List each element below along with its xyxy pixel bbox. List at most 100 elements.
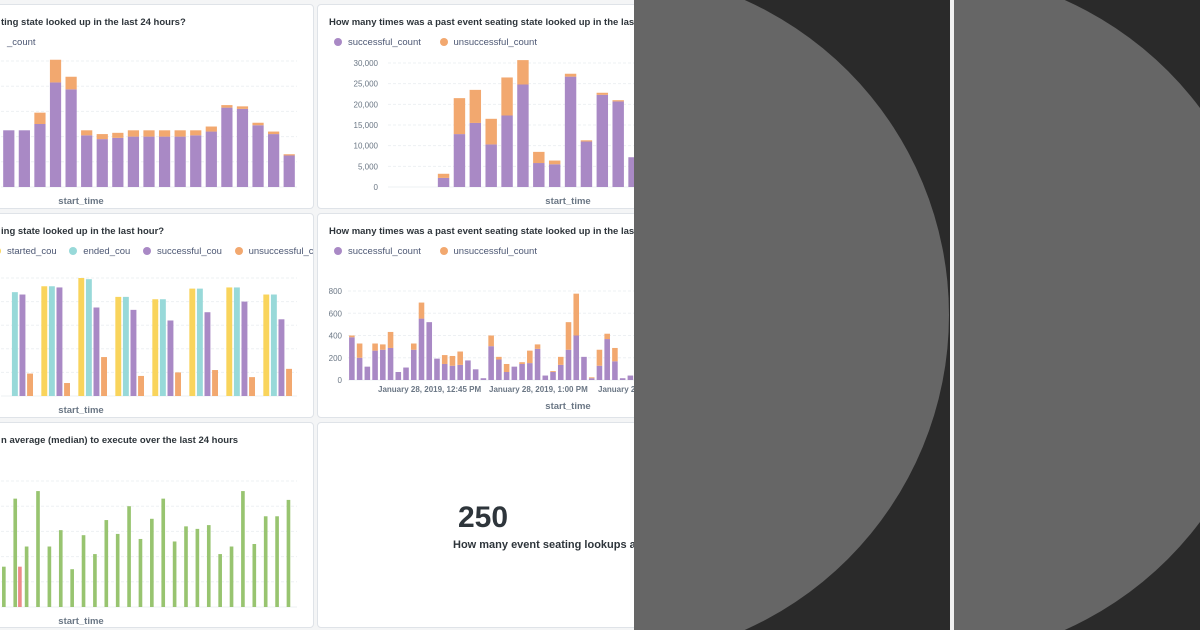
bar-successful-count[interactable] (174, 136, 186, 187)
bar-green[interactable] (286, 499, 291, 607)
bar-unsuccessful-count[interactable] (573, 293, 580, 336)
bar-unsuccessful-count[interactable] (457, 351, 463, 365)
bar-started-count[interactable] (115, 296, 122, 396)
bar-successful-count[interactable] (372, 350, 378, 380)
bar-unsuccessful-count[interactable] (212, 370, 219, 396)
bar-unsuccessful-count[interactable] (372, 343, 378, 351)
bar-successful-count[interactable] (410, 349, 417, 380)
chart-card-median-execution[interactable]: n average (median) to execute over the l… (0, 422, 314, 628)
bar-successful-count[interactable] (449, 365, 456, 380)
bar-unsuccessful-count[interactable] (356, 343, 363, 358)
bar-successful-count[interactable] (604, 339, 610, 380)
bar-successful-count[interactable] (34, 124, 46, 187)
bar-unsuccessful-count[interactable] (138, 375, 145, 396)
bar-red[interactable] (18, 566, 22, 607)
bar-successful-count[interactable] (453, 134, 466, 187)
bar-successful-count[interactable] (49, 82, 62, 187)
bar-green[interactable] (206, 525, 211, 607)
bar-unsuccessful-count[interactable] (418, 302, 425, 319)
bar-unsuccessful-count[interactable] (380, 344, 386, 350)
bar-successful-count[interactable] (485, 144, 497, 187)
bar-successful-count[interactable] (93, 307, 100, 397)
bar-unsuccessful-count[interactable] (64, 383, 71, 396)
bar-green[interactable] (138, 538, 143, 607)
chart-card-24h-past-event[interactable]: How many times was a past event seating … (317, 4, 634, 209)
bar-successful-count[interactable] (56, 287, 63, 396)
bar-successful-count[interactable] (501, 115, 513, 187)
bar-started-count[interactable] (78, 278, 85, 396)
bar-successful-count[interactable] (349, 337, 355, 380)
bar-unsuccessful-count[interactable] (604, 333, 610, 340)
bar-unsuccessful-count[interactable] (548, 160, 561, 165)
bar-successful-count[interactable] (628, 157, 634, 187)
bar-successful-count[interactable] (437, 177, 450, 187)
bar-successful-count[interactable] (387, 347, 394, 380)
bar-successful-count[interactable] (380, 349, 386, 380)
bar-green[interactable] (184, 526, 188, 607)
bar-unsuccessful-count[interactable] (496, 356, 502, 360)
bar-green[interactable] (161, 498, 166, 607)
chart-card-last-hour-partial[interactable]: ing state looked up in the last hour? st… (0, 213, 314, 418)
bar-unsuccessful-count[interactable] (557, 356, 564, 365)
bar-successful-count[interactable] (441, 363, 448, 380)
bar-successful-count[interactable] (457, 364, 463, 380)
bar-green[interactable] (150, 518, 154, 607)
bar-successful-count[interactable] (205, 131, 217, 187)
bar-unsuccessful-count[interactable] (503, 363, 510, 372)
bar-successful-count[interactable] (19, 294, 26, 396)
bar-successful-count[interactable] (472, 369, 479, 380)
bar-successful-count[interactable] (112, 137, 124, 187)
bar-successful-count[interactable] (130, 309, 137, 396)
bar-green[interactable] (104, 520, 109, 607)
bar-unsuccessful-count[interactable] (588, 377, 595, 379)
bar-unsuccessful-count[interactable] (249, 377, 256, 396)
bar-unsuccessful-count[interactable] (252, 122, 264, 126)
bar-successful-count[interactable] (612, 361, 618, 380)
bar-unsuccessful-count[interactable] (488, 335, 494, 347)
bar-unsuccessful-count[interactable] (527, 350, 533, 364)
bar-successful-count[interactable] (534, 348, 541, 380)
bar-unsuccessful-count[interactable] (596, 92, 609, 95)
bar-unsuccessful-count[interactable] (387, 331, 394, 348)
bar-successful-count[interactable] (511, 366, 518, 380)
bar-unsuccessful-count[interactable] (27, 373, 34, 396)
bar-unsuccessful-count[interactable] (175, 372, 182, 396)
bar-green[interactable] (229, 546, 234, 607)
bar-successful-count[interactable] (395, 371, 402, 380)
bar-successful-count[interactable] (127, 136, 140, 187)
scalar-card-event-seating-lookups[interactable]: 250 How many event seating lookups are (317, 422, 634, 628)
bar-successful-count[interactable] (403, 367, 409, 380)
bar-ended-count[interactable] (196, 288, 203, 396)
bar-unsuccessful-count[interactable] (449, 355, 456, 366)
bar-green[interactable] (263, 516, 268, 607)
bar-unsuccessful-count[interactable] (190, 130, 202, 136)
bar-unsuccessful-count[interactable] (34, 112, 46, 124)
bar-successful-count[interactable] (619, 378, 626, 380)
bar-successful-count[interactable] (517, 84, 529, 187)
bar-successful-count[interactable] (548, 164, 561, 187)
bar-green[interactable] (93, 554, 97, 607)
chart-card-24h-partial[interactable]: ting state looked up in the last 24 hour… (0, 4, 314, 209)
bar-ended-count[interactable] (48, 286, 55, 396)
bar-unsuccessful-count[interactable] (612, 100, 624, 102)
bar-successful-count[interactable] (557, 364, 564, 380)
bar-unsuccessful-count[interactable] (349, 335, 355, 338)
bar-unsuccessful-count[interactable] (437, 173, 450, 178)
bar-unsuccessful-count[interactable] (453, 98, 466, 135)
bar-ended-count[interactable] (11, 292, 18, 396)
bar-successful-count[interactable] (519, 363, 525, 380)
bar-unsuccessful-count[interactable] (596, 349, 603, 366)
bar-unsuccessful-count[interactable] (236, 106, 249, 109)
bar-unsuccessful-count[interactable] (533, 151, 545, 164)
bar-successful-count[interactable] (236, 108, 249, 187)
bar-unsuccessful-count[interactable] (286, 368, 293, 396)
bar-green[interactable] (172, 541, 177, 607)
bar-unsuccessful-count[interactable] (612, 347, 618, 362)
bar-unsuccessful-count[interactable] (268, 131, 280, 135)
bar-successful-count[interactable] (580, 141, 593, 187)
bar-successful-count[interactable] (533, 163, 545, 187)
bar-unsuccessful-count[interactable] (221, 105, 233, 108)
bar-unsuccessful-count[interactable] (519, 362, 525, 364)
bar-unsuccessful-count[interactable] (441, 355, 448, 364)
bar-successful-count[interactable] (503, 371, 510, 380)
